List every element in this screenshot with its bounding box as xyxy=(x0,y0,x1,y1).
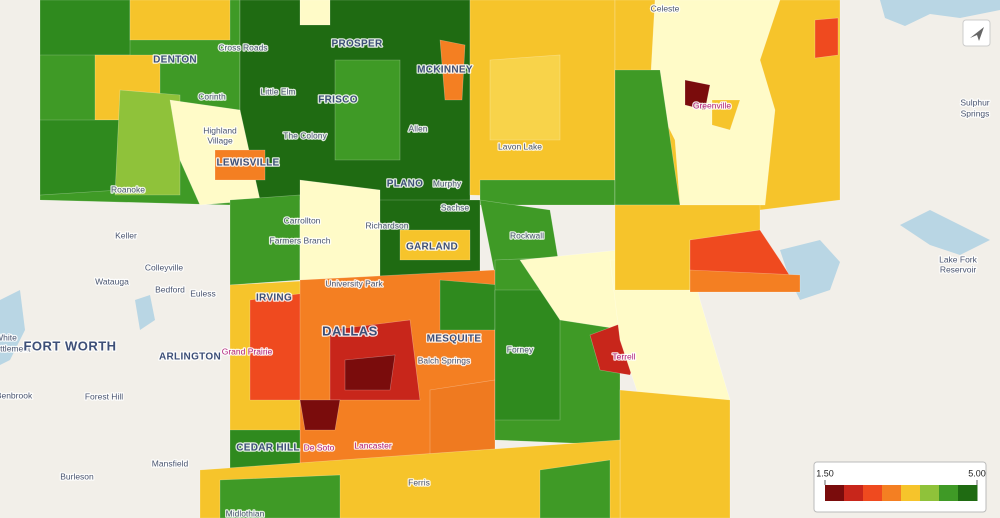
legend-swatch xyxy=(844,485,864,501)
regions xyxy=(39,0,841,518)
place-label: Forest Hill xyxy=(85,391,123,401)
legend-swatch xyxy=(901,485,921,501)
place-label: Settlement xyxy=(0,343,31,353)
place-label: FRISCO xyxy=(318,95,358,106)
place-label: Lavon Lake xyxy=(498,141,542,151)
place-label: GARLAND xyxy=(406,242,458,253)
place-label: Farmers Branch xyxy=(270,235,331,245)
place-label: Ferris xyxy=(408,477,430,487)
place-label: PROSPER xyxy=(331,39,382,50)
place-label: De Soto xyxy=(304,442,335,452)
place-label: Corinth xyxy=(198,91,226,101)
place-label: Sachse xyxy=(441,202,470,212)
place-label: Lancaster xyxy=(354,440,391,450)
legend-swatch xyxy=(958,485,978,501)
place-label: DALLAS xyxy=(322,323,378,338)
place-label: DENTON xyxy=(153,55,197,66)
place-label: ARLINGTON xyxy=(159,352,221,363)
place-label: Euless xyxy=(190,288,216,298)
place-label: Lake Fork xyxy=(939,254,978,264)
place-label: Benbrook xyxy=(0,390,33,400)
place-label: Forney xyxy=(507,344,534,354)
place-label: Roanoke xyxy=(111,184,145,194)
place-label: CEDAR HILL xyxy=(236,443,300,454)
place-label: Sulphur xyxy=(960,97,989,107)
place-label: Keller xyxy=(115,230,137,240)
place-label: Allen xyxy=(409,123,428,133)
legend-swatch xyxy=(825,485,845,501)
place-label: Mansfield xyxy=(152,458,189,468)
place-label: Midlothian xyxy=(226,508,265,518)
place-label: Springs xyxy=(961,108,990,118)
place-label: The Colony xyxy=(283,130,327,140)
legend: 1.50 5.00 xyxy=(813,461,987,513)
place-label: University Park xyxy=(325,278,383,288)
legend-swatch xyxy=(939,485,959,501)
place-label: MCKINNEY xyxy=(417,65,473,76)
place-label: IRVING xyxy=(256,293,292,304)
place-label: MESQUITE xyxy=(427,334,482,345)
place-label: Greenville xyxy=(693,100,732,110)
place-label: Reservoir xyxy=(940,264,977,274)
place-label: White xyxy=(0,332,17,342)
place-label: Burleson xyxy=(60,471,94,481)
legend-swatch xyxy=(863,485,883,501)
legend-swatch xyxy=(920,485,940,501)
place-label: Cross Roads xyxy=(218,42,267,52)
place-label: Celeste xyxy=(651,3,680,13)
place-label: Little Elm xyxy=(261,86,296,96)
place-label: Village xyxy=(207,135,233,145)
place-label: Richardson xyxy=(366,220,409,230)
place-label: Watauga xyxy=(95,276,129,286)
legend-label: 5.00 xyxy=(968,468,986,478)
place-label: Balch Springs xyxy=(418,355,470,365)
button-icon xyxy=(970,27,984,41)
place-label: FORT WORTH xyxy=(23,338,116,353)
place-label: Highland xyxy=(203,125,237,135)
place-label: PLANO xyxy=(387,179,424,190)
place-label: Rockwall xyxy=(510,230,544,240)
place-label: Grand Prairie xyxy=(222,346,273,356)
locate-button[interactable] xyxy=(962,19,991,47)
place-label: Colleyville xyxy=(145,262,184,272)
place-label: Carrollton xyxy=(284,215,321,225)
legend-swatch xyxy=(882,485,902,501)
place-label: Bedford xyxy=(155,284,185,294)
place-label: LEWISVILLE xyxy=(217,158,280,169)
place-label: Terrell xyxy=(612,351,635,361)
legend-label: 1.50 xyxy=(816,468,834,478)
place-label: Murphy xyxy=(433,178,462,188)
